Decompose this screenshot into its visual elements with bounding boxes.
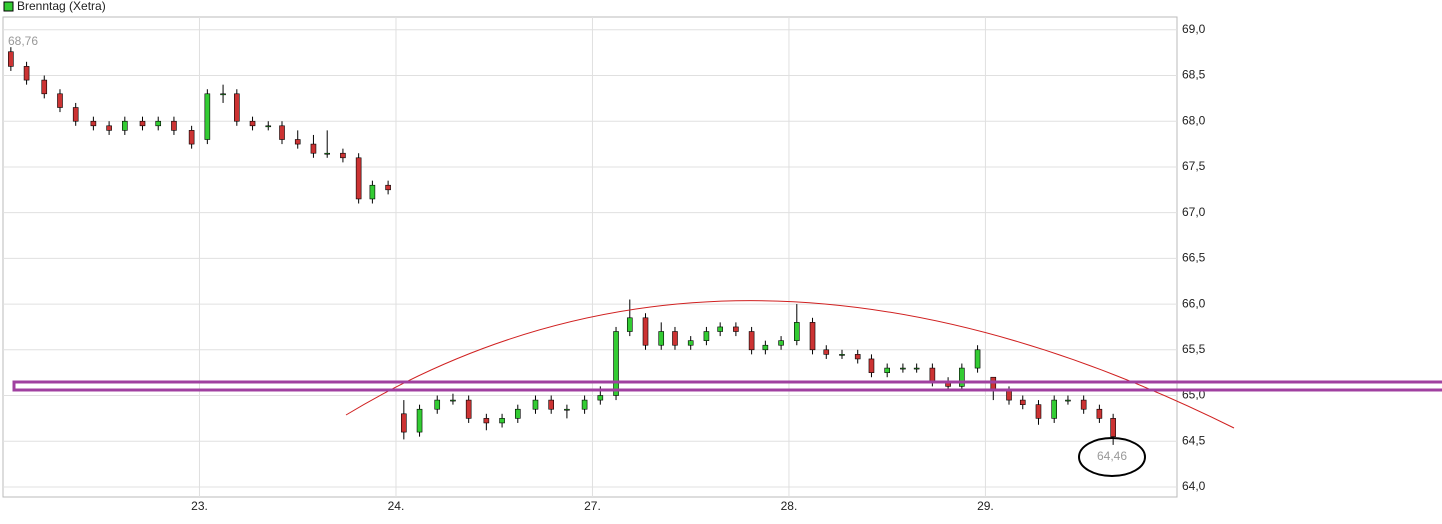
candle-body [340, 152, 346, 159]
candle-body [57, 93, 63, 108]
candle-body [220, 93, 226, 96]
x-tick-label: 23. [191, 499, 208, 513]
candle-body [974, 349, 981, 369]
candle-body [613, 331, 619, 396]
candle-body [23, 66, 30, 81]
y-tick-label: 66,5 [1182, 251, 1206, 265]
x-tick-label: 27. [584, 499, 601, 513]
x-tick-label: 24. [388, 499, 405, 513]
candle-body [249, 120, 256, 127]
candle-body [717, 326, 723, 332]
candle-body [626, 317, 633, 332]
candle-body [155, 120, 162, 127]
x-tick-label: 29. [977, 499, 994, 513]
y-tick-label: 68,0 [1182, 113, 1206, 127]
candle-body [204, 93, 211, 140]
candle-body [884, 367, 890, 373]
candle-body [929, 367, 936, 383]
candle-body [548, 399, 554, 410]
candle-body [959, 367, 965, 387]
candle-body [139, 120, 146, 127]
candle-body [581, 399, 588, 410]
candle-body [703, 331, 710, 341]
candle-body [658, 331, 665, 346]
candle-body [748, 331, 755, 351]
candle-body [1035, 404, 1042, 419]
y-tick-label: 68,5 [1182, 68, 1206, 82]
candle-body [900, 367, 906, 370]
candle-body [483, 418, 490, 424]
candle-body [778, 340, 784, 346]
candle-body [265, 125, 272, 128]
y-tick-label: 66,0 [1182, 296, 1206, 310]
candle-body [687, 340, 694, 346]
candle-body [8, 51, 14, 67]
y-tick-label: 67,0 [1182, 205, 1206, 219]
candle-body [369, 184, 376, 200]
candle-body [465, 399, 472, 419]
chart-title: Brenntag (Xetra) [17, 0, 106, 13]
y-tick-label: 67,5 [1182, 159, 1206, 173]
candle-body [401, 413, 407, 433]
candle-body [41, 79, 48, 95]
candle-body [188, 130, 195, 145]
candle-body [90, 120, 97, 127]
candle-body [106, 125, 112, 131]
candle-body [171, 120, 177, 131]
candle-body [794, 322, 800, 341]
candle-body [762, 344, 769, 351]
candle-body [450, 399, 456, 402]
x-tick-label: 28. [781, 499, 798, 513]
resistance-zone [12, 380, 1442, 392]
candle-body [122, 120, 128, 131]
candle-body [1019, 399, 1026, 405]
candle-body [564, 408, 570, 411]
candle-body [1110, 418, 1116, 437]
candle-body [809, 322, 816, 351]
candle-body [234, 93, 240, 122]
legend-swatch [3, 1, 14, 12]
candle-body [1051, 399, 1057, 419]
candle-body [355, 157, 362, 200]
candle-body [823, 349, 830, 355]
candle-body [294, 139, 301, 145]
candle-body [1065, 399, 1071, 402]
candle-body [1096, 408, 1103, 419]
candle-body [499, 418, 505, 424]
y-tick-label: 65,5 [1182, 342, 1206, 356]
candle-body [310, 143, 317, 154]
candle-body [839, 354, 845, 356]
y-tick-label: 64,0 [1182, 479, 1206, 493]
candle-body [514, 408, 521, 419]
candle-body [72, 107, 79, 122]
candle-body [324, 152, 331, 155]
candle-body [1006, 390, 1012, 401]
plot-frame [2, 16, 1178, 498]
candle-body [642, 317, 649, 346]
low-marker [1078, 437, 1146, 477]
candle-body [1080, 399, 1087, 410]
candle-body [416, 408, 423, 433]
candle-body [279, 125, 285, 140]
candle-body [385, 184, 391, 191]
candle-body [868, 358, 875, 373]
annotation: 64,46 [1097, 449, 1127, 463]
candle-body [672, 331, 678, 346]
candle-body [597, 395, 604, 401]
y-tick-label: 64,5 [1182, 433, 1206, 447]
candle-body [913, 367, 920, 370]
candle-body [434, 399, 441, 410]
candle-body [854, 354, 861, 360]
y-tick-label: 69,0 [1182, 22, 1206, 36]
annotation: 68,76 [8, 34, 38, 48]
candle-body [532, 399, 539, 410]
trend-arc [345, 300, 1235, 429]
candle-body [733, 326, 739, 332]
